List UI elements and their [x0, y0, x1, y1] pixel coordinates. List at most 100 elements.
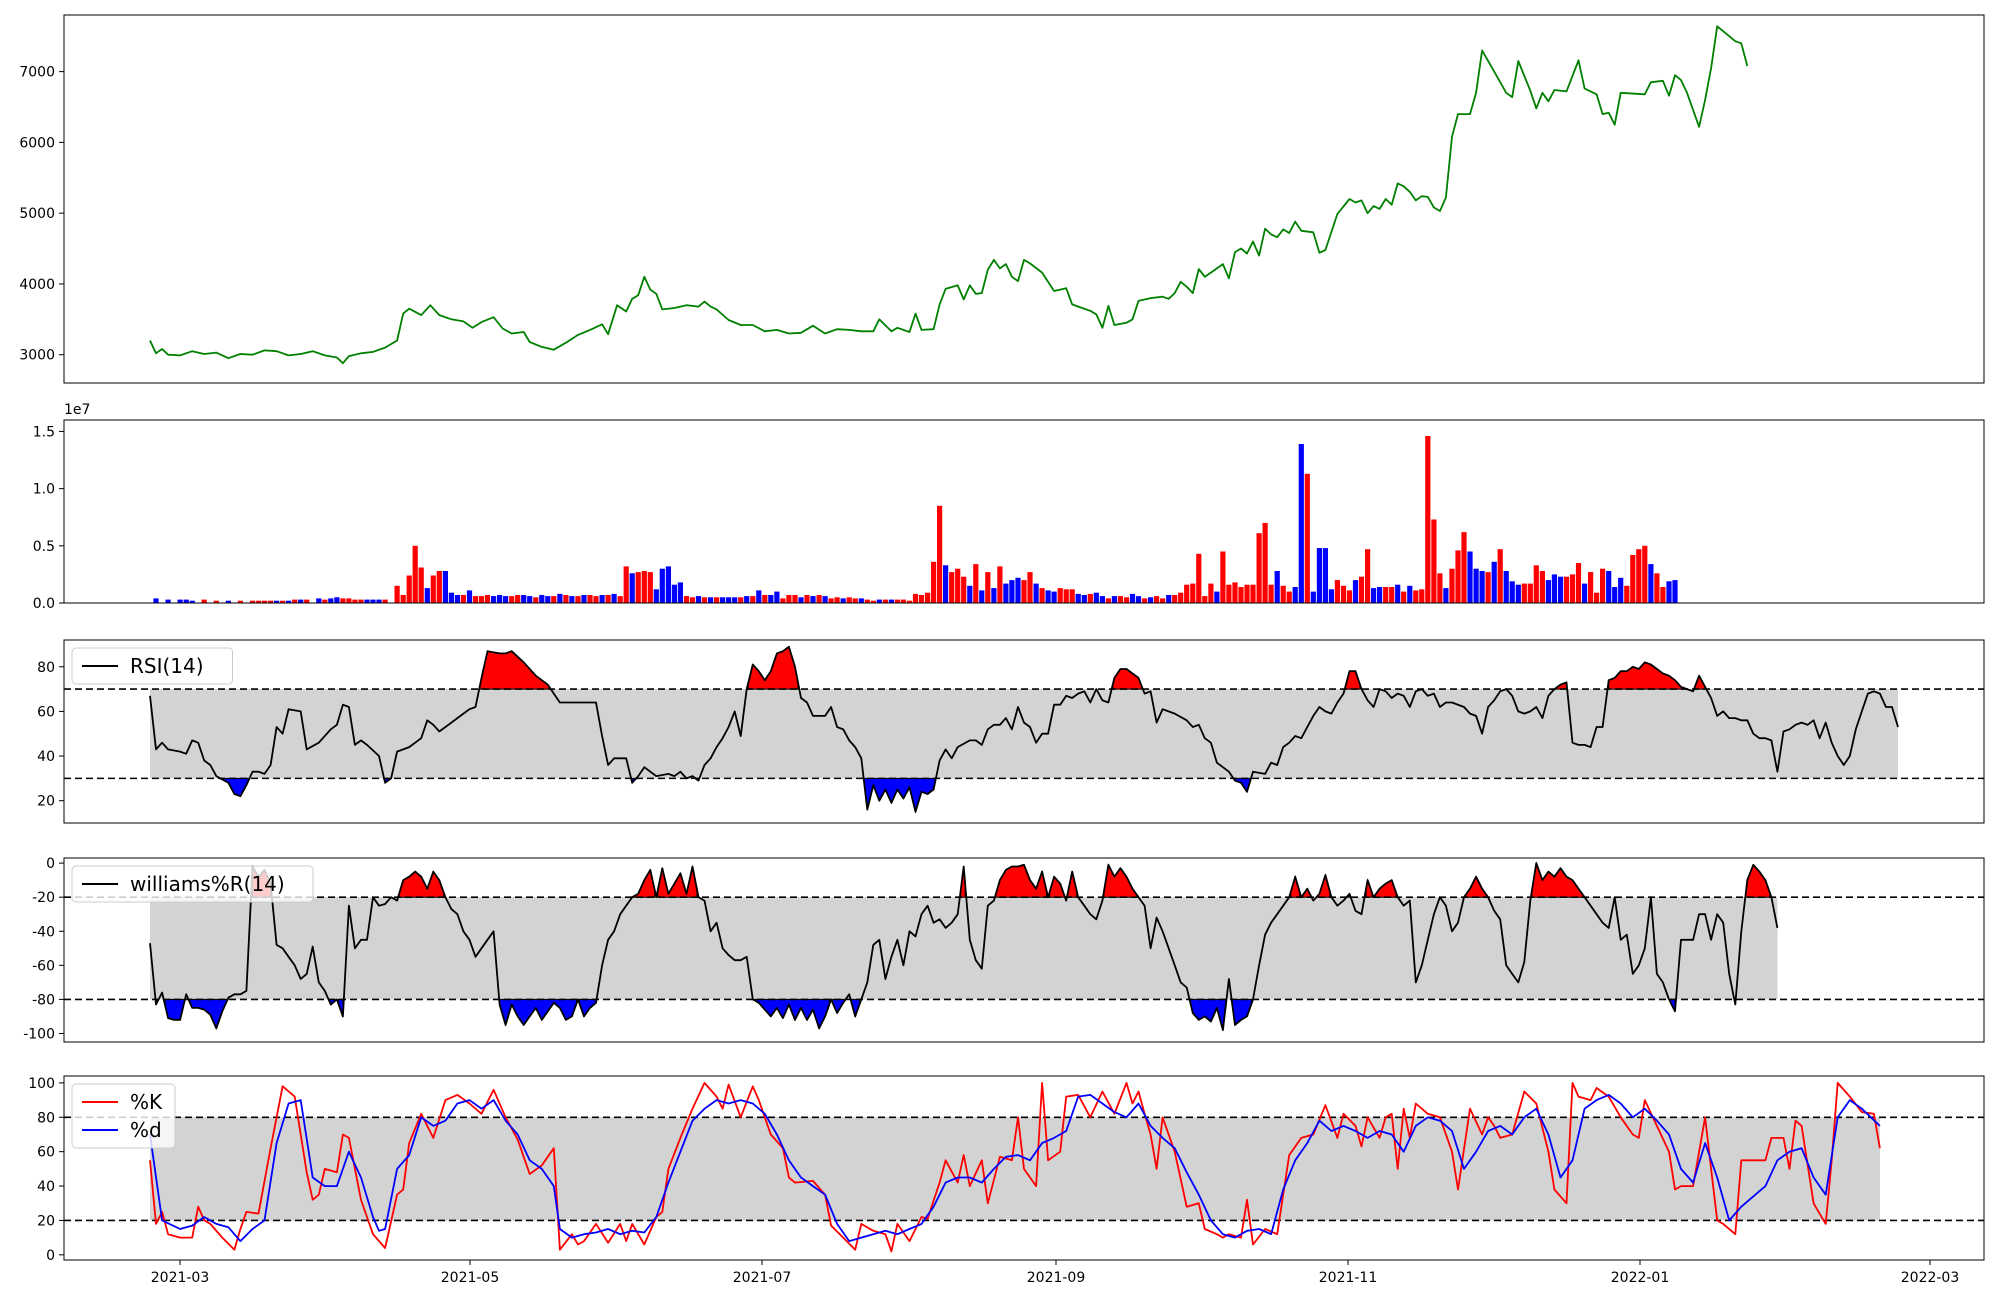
volume-bar-up-58 — [870, 600, 876, 603]
volume-bar-up-103 — [1280, 585, 1286, 603]
volume-bar-down-59 — [1009, 580, 1015, 603]
volume-bar-down-39 — [708, 597, 714, 603]
volume-bar-down-85 — [1407, 585, 1413, 603]
volume-bar-down-2 — [177, 599, 183, 603]
x-tick-label-0: 2021-03 — [151, 1270, 210, 1286]
volume-bar-down-94 — [1545, 580, 1551, 603]
volume-bar-up-31 — [563, 595, 569, 603]
volume-bar-down-102 — [1666, 581, 1672, 603]
volume-bar-up-121 — [1461, 532, 1467, 603]
volume-bar-up-25 — [478, 596, 485, 603]
volume-bar-up-107 — [1340, 585, 1347, 603]
stochastic-panel-ytick-label-5: 100 — [28, 1076, 55, 1092]
x-tick-label-5: 2022-01 — [1611, 1270, 1670, 1286]
volume-bar-down-98 — [1606, 571, 1612, 603]
volume-bar-up-0 — [201, 599, 207, 603]
volume-bar-up-128 — [1563, 576, 1570, 603]
volume-bar-down-4 — [189, 600, 195, 603]
volume-bar-up-69 — [955, 568, 961, 603]
volume-bar-up-60 — [894, 599, 900, 603]
rsi-panel-overbought-fill-0 — [479, 650, 550, 690]
x-tick-label-3: 2021-09 — [1027, 1270, 1086, 1286]
price-panel-ytick-label-2: 5000 — [19, 206, 55, 222]
volume-bar-down-101 — [1648, 564, 1654, 603]
volume-bar-up-3 — [249, 600, 256, 603]
volume-bar-up-132 — [1594, 592, 1600, 603]
volume-bar-down-32 — [629, 573, 635, 603]
volume-bar-up-77 — [1057, 588, 1063, 603]
volume-bar-down-72 — [1166, 595, 1172, 603]
volume-bar-up-40 — [647, 572, 653, 603]
volume-bar-up-110 — [1365, 549, 1371, 603]
volume-bar-down-64 — [1075, 593, 1081, 603]
volume-bar-up-2 — [237, 600, 243, 603]
williams-panel-series-line-0 — [149, 862, 1779, 1031]
volume-bar-up-91 — [1196, 553, 1202, 603]
volume-bar-up-124 — [1521, 583, 1527, 603]
stochastic-panel-legend-label-0: %K — [130, 1090, 163, 1114]
volume-bar-up-86 — [1160, 598, 1166, 603]
volume-bar-up-55 — [846, 597, 852, 603]
stochastic-panel-ytick-label-3: 60 — [37, 1145, 55, 1161]
volume-bar-up-118 — [1437, 573, 1443, 603]
volume-bar-down-21 — [497, 595, 503, 603]
volume-bar-down-5 — [225, 600, 231, 603]
volume-bar-up-15 — [382, 599, 388, 603]
volume-bar-down-97 — [1582, 583, 1588, 603]
volume-bar-up-61 — [900, 599, 906, 603]
williams-panel-overbought-fill-16 — [1531, 861, 1584, 898]
volume-bar-up-117 — [1431, 519, 1437, 603]
volume-bar-up-59 — [882, 599, 888, 603]
volume-bar-up-102 — [1268, 584, 1274, 603]
volume-bar-up-85 — [1154, 596, 1160, 603]
price-panel-ytick-label-0: 3000 — [19, 348, 55, 364]
volume-bar-up-90 — [1190, 583, 1196, 603]
volume-bar-down-91 — [1503, 571, 1509, 603]
williams-panel-ytick-label-2: -40 — [32, 924, 55, 940]
volume-bar-up-65 — [925, 592, 931, 603]
stochastic-panel-ytick-label-1: 20 — [37, 1213, 55, 1229]
volume-bar-down-53 — [888, 599, 894, 603]
volume-bar-down-50 — [840, 598, 846, 603]
volume-bar-up-43 — [701, 597, 708, 603]
volume-bar-up-13 — [352, 599, 358, 603]
volume-bar-up-44 — [714, 597, 720, 603]
rsi-panel-overbought-fill-5 — [1608, 661, 1686, 690]
volume-bar-down-9 — [316, 598, 322, 603]
volume-bar-down-27 — [557, 593, 563, 603]
volume-bar-down-78 — [1316, 548, 1322, 603]
volume-bar-up-134 — [1624, 585, 1630, 603]
volume-bar-up-135 — [1630, 555, 1636, 603]
rsi-panel-ytick-label-1: 40 — [37, 749, 55, 765]
volume-bar-up-24 — [472, 596, 479, 603]
volume-bar-down-90 — [1491, 561, 1497, 603]
volume-bar-up-22 — [436, 571, 442, 603]
volume-bar-up-30 — [551, 596, 557, 603]
volume-bar-up-7 — [280, 600, 286, 603]
volume-bar-up-4 — [255, 600, 262, 603]
volume-bar-up-64 — [918, 595, 925, 603]
stochastic-panel-ytick-label-0: 0 — [46, 1248, 55, 1264]
volume-bar-down-46 — [774, 591, 780, 603]
volume-bar-up-10 — [322, 599, 328, 603]
volume-bar-up-53 — [828, 598, 834, 603]
volume-bar-down-100 — [1618, 577, 1624, 603]
volume-bar-up-71 — [973, 564, 979, 603]
volume-bar-down-49 — [822, 596, 828, 603]
volume-bar-up-29 — [533, 597, 539, 603]
volume-bar-up-63 — [912, 593, 919, 603]
volume-bar-up-21 — [430, 575, 436, 603]
volume-bar-down-8 — [298, 599, 304, 603]
volume-bar-down-51 — [858, 598, 864, 603]
volume-bar-down-63 — [1051, 591, 1057, 603]
x-tick-label-2: 2021-07 — [733, 1270, 792, 1286]
volume-bar-down-24 — [527, 596, 533, 603]
volume-bar-up-127 — [1539, 571, 1545, 603]
volume-bar-down-81 — [1352, 580, 1359, 603]
stochastic-panel-ytick-label-4: 80 — [37, 1110, 55, 1126]
x-tick-label-4: 2021-11 — [1319, 1270, 1378, 1286]
volume-bar-down-36 — [671, 584, 677, 603]
williams-panel-legend-label-0: williams%R(14) — [130, 872, 285, 896]
volume-bar-up-122 — [1485, 572, 1491, 603]
